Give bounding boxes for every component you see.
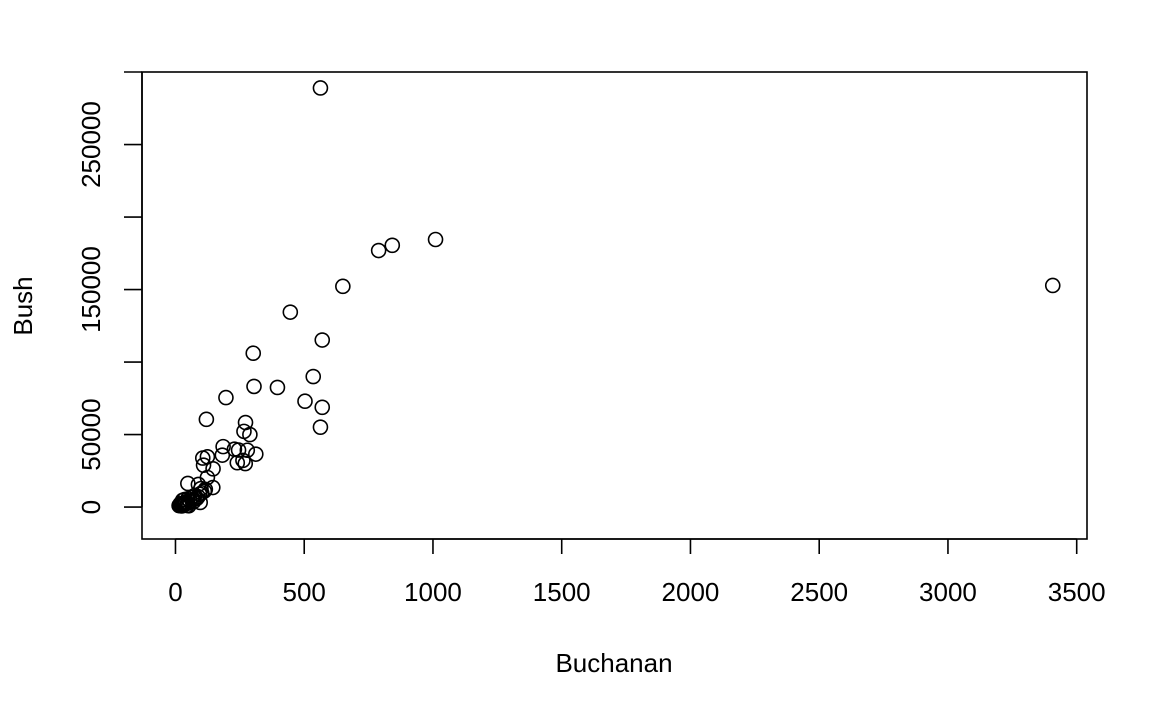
data-point bbox=[230, 442, 247, 458]
data-point bbox=[245, 345, 262, 362]
data-point bbox=[282, 304, 299, 320]
data-point bbox=[312, 80, 329, 96]
x-axis: 0 500 1000 1500 2000 2500 3000 3500 bbox=[168, 538, 1106, 607]
data-point bbox=[189, 490, 205, 507]
data-point bbox=[198, 411, 215, 428]
data-point bbox=[370, 242, 387, 259]
data-point bbox=[314, 399, 331, 416]
data-point bbox=[180, 475, 196, 492]
data-point bbox=[427, 231, 444, 248]
data-point bbox=[237, 455, 254, 472]
data-point bbox=[194, 450, 211, 466]
data-point bbox=[246, 378, 262, 395]
data-point bbox=[178, 494, 194, 511]
x-tick-label: 2500 bbox=[790, 577, 848, 607]
y-tick-label: 250000 bbox=[76, 101, 106, 188]
data-point bbox=[214, 447, 231, 463]
y-tick-label: 50000 bbox=[76, 398, 106, 470]
x-tick-label: 3000 bbox=[919, 577, 977, 607]
data-point bbox=[229, 454, 246, 471]
x-tick-label: 1000 bbox=[404, 577, 462, 607]
x-tick-label: 0 bbox=[168, 577, 182, 607]
data-point bbox=[314, 332, 331, 348]
x-tick-label: 3500 bbox=[1048, 577, 1106, 607]
data-point bbox=[172, 496, 188, 513]
y-axis-label: Bush bbox=[8, 276, 38, 335]
x-axis-label: Buchanan bbox=[555, 648, 672, 678]
points-layer bbox=[171, 80, 1061, 514]
data-point bbox=[248, 446, 264, 462]
y-tick-label: 150000 bbox=[76, 246, 106, 333]
y-axis: 0 50000 150000 250000 bbox=[76, 71, 143, 514]
data-point bbox=[269, 379, 286, 396]
data-point bbox=[305, 368, 322, 385]
data-point bbox=[384, 237, 401, 254]
data-point bbox=[297, 393, 313, 410]
x-tick-label: 500 bbox=[283, 577, 326, 607]
data-point bbox=[218, 389, 234, 406]
x-tick-label: 1500 bbox=[533, 577, 591, 607]
data-point bbox=[1044, 277, 1061, 294]
x-tick-label: 2000 bbox=[662, 577, 720, 607]
data-point bbox=[205, 461, 221, 477]
plot-box bbox=[141, 71, 1088, 540]
data-point bbox=[335, 278, 351, 295]
data-point bbox=[242, 426, 258, 443]
y-tick-label: 0 bbox=[76, 500, 106, 514]
data-point bbox=[312, 419, 329, 435]
data-point bbox=[215, 438, 231, 455]
